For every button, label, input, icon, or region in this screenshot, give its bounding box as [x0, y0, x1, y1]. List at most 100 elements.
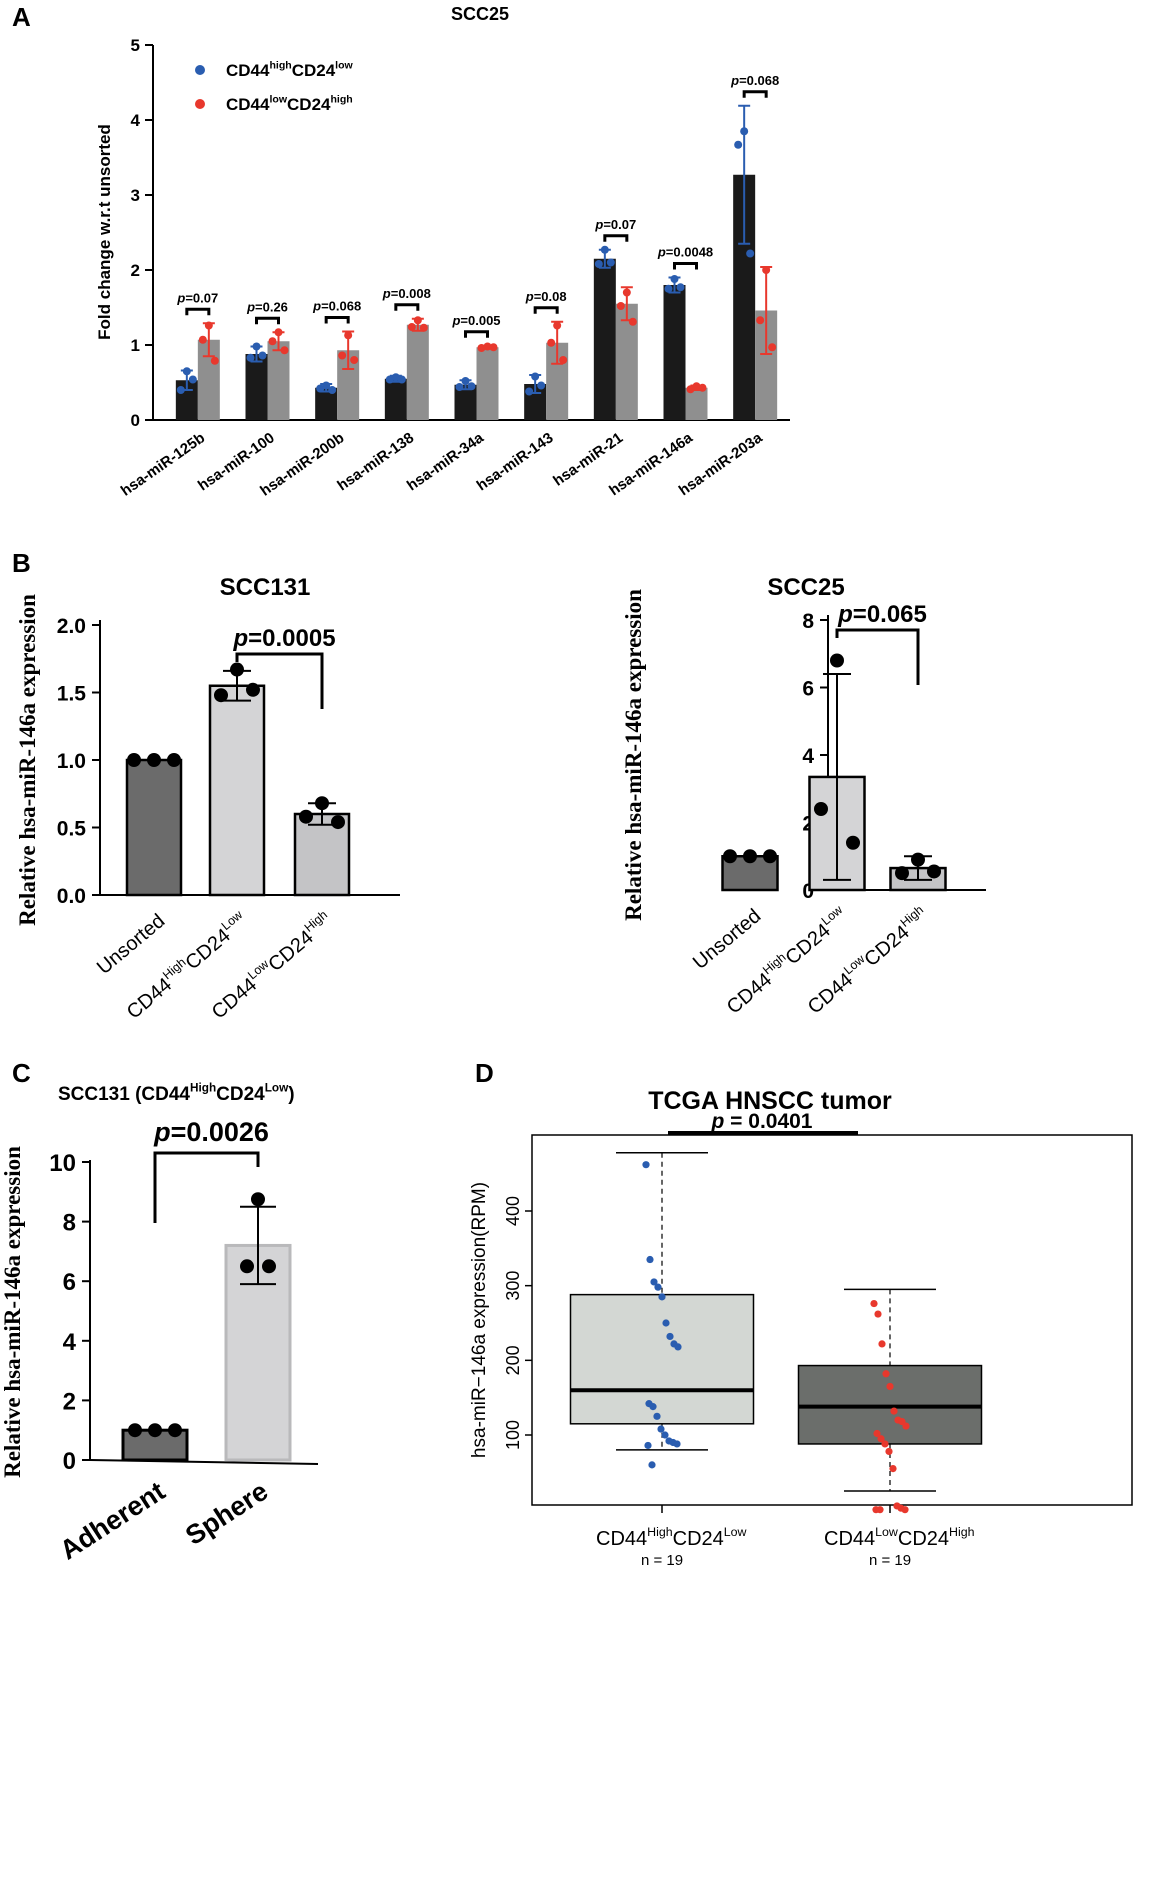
chart-a-pvalue-label: p=0.07 [594, 217, 636, 232]
chart-a-bar [663, 285, 686, 420]
chart-a-pvalue-bracket [394, 303, 420, 311]
chart-b-left-point [214, 688, 228, 703]
chart-d-pvalue-label: p = 0.0401 [711, 1110, 813, 1133]
chart-d-point [886, 1382, 894, 1391]
chart-d-point [649, 1403, 657, 1411]
chart-a-legend-label: CD44highCD24low [226, 59, 354, 80]
chart-b-left-title: SCC131 [220, 574, 311, 601]
chart-c-category-label: Adherent [55, 1476, 171, 1566]
chart-a-pvalue-label: p=0.26 [246, 299, 288, 314]
chart-c-y-tick-label: 2 [63, 1388, 76, 1415]
chart-a-y-tick-label: 4 [131, 111, 141, 130]
chart-a-point [553, 321, 562, 330]
chart-b-right-title: SCC25 [767, 574, 844, 601]
chart-b-right-y-tick-label: 4 [802, 745, 814, 768]
chart-d-n-label: n = 19 [869, 1552, 911, 1569]
chart-d-point [877, 1435, 885, 1443]
chart-c-y-label: Relative hsa-miR-146a expression [0, 1146, 25, 1478]
chart-a-point [210, 356, 219, 365]
chart-a-point [734, 140, 743, 149]
chart-a-title: SCC25 [451, 4, 509, 24]
chart-a-point [461, 377, 470, 385]
chart-c-point [240, 1259, 254, 1274]
chart-a-point [344, 331, 353, 340]
chart-d-y-label: hsa-miR−146a expression(RPM) [470, 1182, 490, 1458]
chart-a-point [768, 343, 777, 352]
chart-a-pvalue-bracket [464, 330, 489, 338]
chart-a-y-label: Fold change w.r.t unsorted [95, 124, 114, 340]
chart-a-y-tick-label: 0 [131, 411, 140, 430]
chart-b-right-y-tick-label: 2 [802, 813, 814, 836]
chart-d-svg: TCGA HNSCC tumor 100 200 300 400 hsa-miR−146a… [470, 1087, 1133, 1569]
chart-d-point [657, 1425, 665, 1433]
chart-a-bar [615, 303, 638, 420]
chart-c-point [148, 1423, 162, 1438]
chart-a-point [525, 387, 534, 396]
chart-a-bar [406, 324, 429, 420]
chart-a-bar [384, 378, 407, 420]
chart-c-point [262, 1259, 276, 1274]
chart-b-left-y-tick-label: 0.5 [57, 818, 87, 841]
chart-b-left-category-label: Unsorted [93, 910, 169, 979]
chart-a-point [407, 323, 416, 331]
chart-b-left-point [331, 815, 345, 830]
chart-d-y-tick-label: 100 [503, 1420, 523, 1450]
chart-a-point [246, 353, 255, 362]
chart-a-bar [476, 347, 499, 420]
chart-c-point [128, 1423, 142, 1438]
chart-c-y-tick-label: 8 [63, 1210, 76, 1237]
chart-a-point [274, 328, 283, 337]
chart-b-left-bar [125, 758, 183, 897]
chart-a-point [600, 245, 609, 254]
chart-b-right-category-label: Unsorted [689, 905, 765, 974]
chart-b-left-point [127, 753, 141, 767]
chart-a-point [594, 260, 603, 268]
chart-d-point [654, 1283, 662, 1291]
chart-a-point [268, 337, 277, 346]
chart-a-category-label: hsa-miR-143 [474, 429, 557, 494]
chart-b-right-y-tick-label: 6 [802, 678, 814, 701]
chart-b-right-point [830, 653, 844, 668]
chart-b-right-y-tick-label: 0 [802, 880, 814, 903]
chart-b-right-y-label: Relative hsa-miR-146a expression [621, 589, 646, 921]
chart-a-pvalue-bracket [185, 307, 211, 316]
chart-c-category-label: Sphere [180, 1476, 273, 1551]
chart-a-pvalue-label: p=0.07 [176, 290, 218, 305]
chart-b-left-svg: SCC131 0.0 0.5 1.0 1.5 2.0 Relative hsa-miR-14… [15, 574, 400, 1024]
chart-a-bar [733, 174, 756, 420]
chart-a-point [670, 275, 679, 283]
chart-a-legend-label: CD44lowCD24high [226, 93, 353, 114]
chart-d-point [870, 1299, 878, 1308]
chart-c-y-tick-label: 10 [49, 1150, 76, 1177]
chart-a-point [322, 381, 331, 390]
chart-b-left-y-tick-label: 1.0 [57, 750, 86, 773]
chart-c-y-tick-label: 4 [63, 1329, 77, 1356]
chart-b-left-y-label: Relative hsa-miR-146a expression [15, 594, 40, 926]
chart-a-point [483, 342, 492, 351]
chart-c-y-tick-label: 6 [63, 1269, 76, 1296]
chart-d-title: TCGA HNSCC tumor [648, 1087, 892, 1115]
chart-a-y-tick-label: 2 [131, 261, 140, 280]
chart-d-point [666, 1332, 674, 1341]
chart-b-right-point [743, 849, 757, 864]
chart-d-y-tick-label: 300 [503, 1271, 523, 1301]
chart-d-category-label: CD44LowCD24High [824, 1525, 975, 1550]
chart-a-point [628, 317, 637, 326]
chart-a-y-tick-label: 1 [131, 336, 140, 355]
chart-c-pvalue-bracket [153, 1151, 260, 1223]
panel-label-c: C [12, 1058, 31, 1088]
chart-a-point [477, 344, 486, 352]
chart-a-point [280, 346, 289, 355]
chart-d-y-tick-label: 400 [503, 1196, 523, 1226]
chart-a-point [746, 249, 755, 258]
chart-d-point [882, 1370, 890, 1378]
chart-d-category-label: CD44HighCD24Low [596, 1525, 747, 1550]
chart-a-point [606, 258, 615, 267]
chart-b-left-point [299, 809, 313, 824]
chart-a-category-label: hsa-miR-34a [404, 429, 487, 494]
chart-a-point [252, 342, 261, 351]
chart-a-bar [267, 341, 290, 420]
chart-a-point [740, 127, 749, 136]
chart-d-point [902, 1422, 910, 1430]
chart-a-point [531, 372, 540, 381]
